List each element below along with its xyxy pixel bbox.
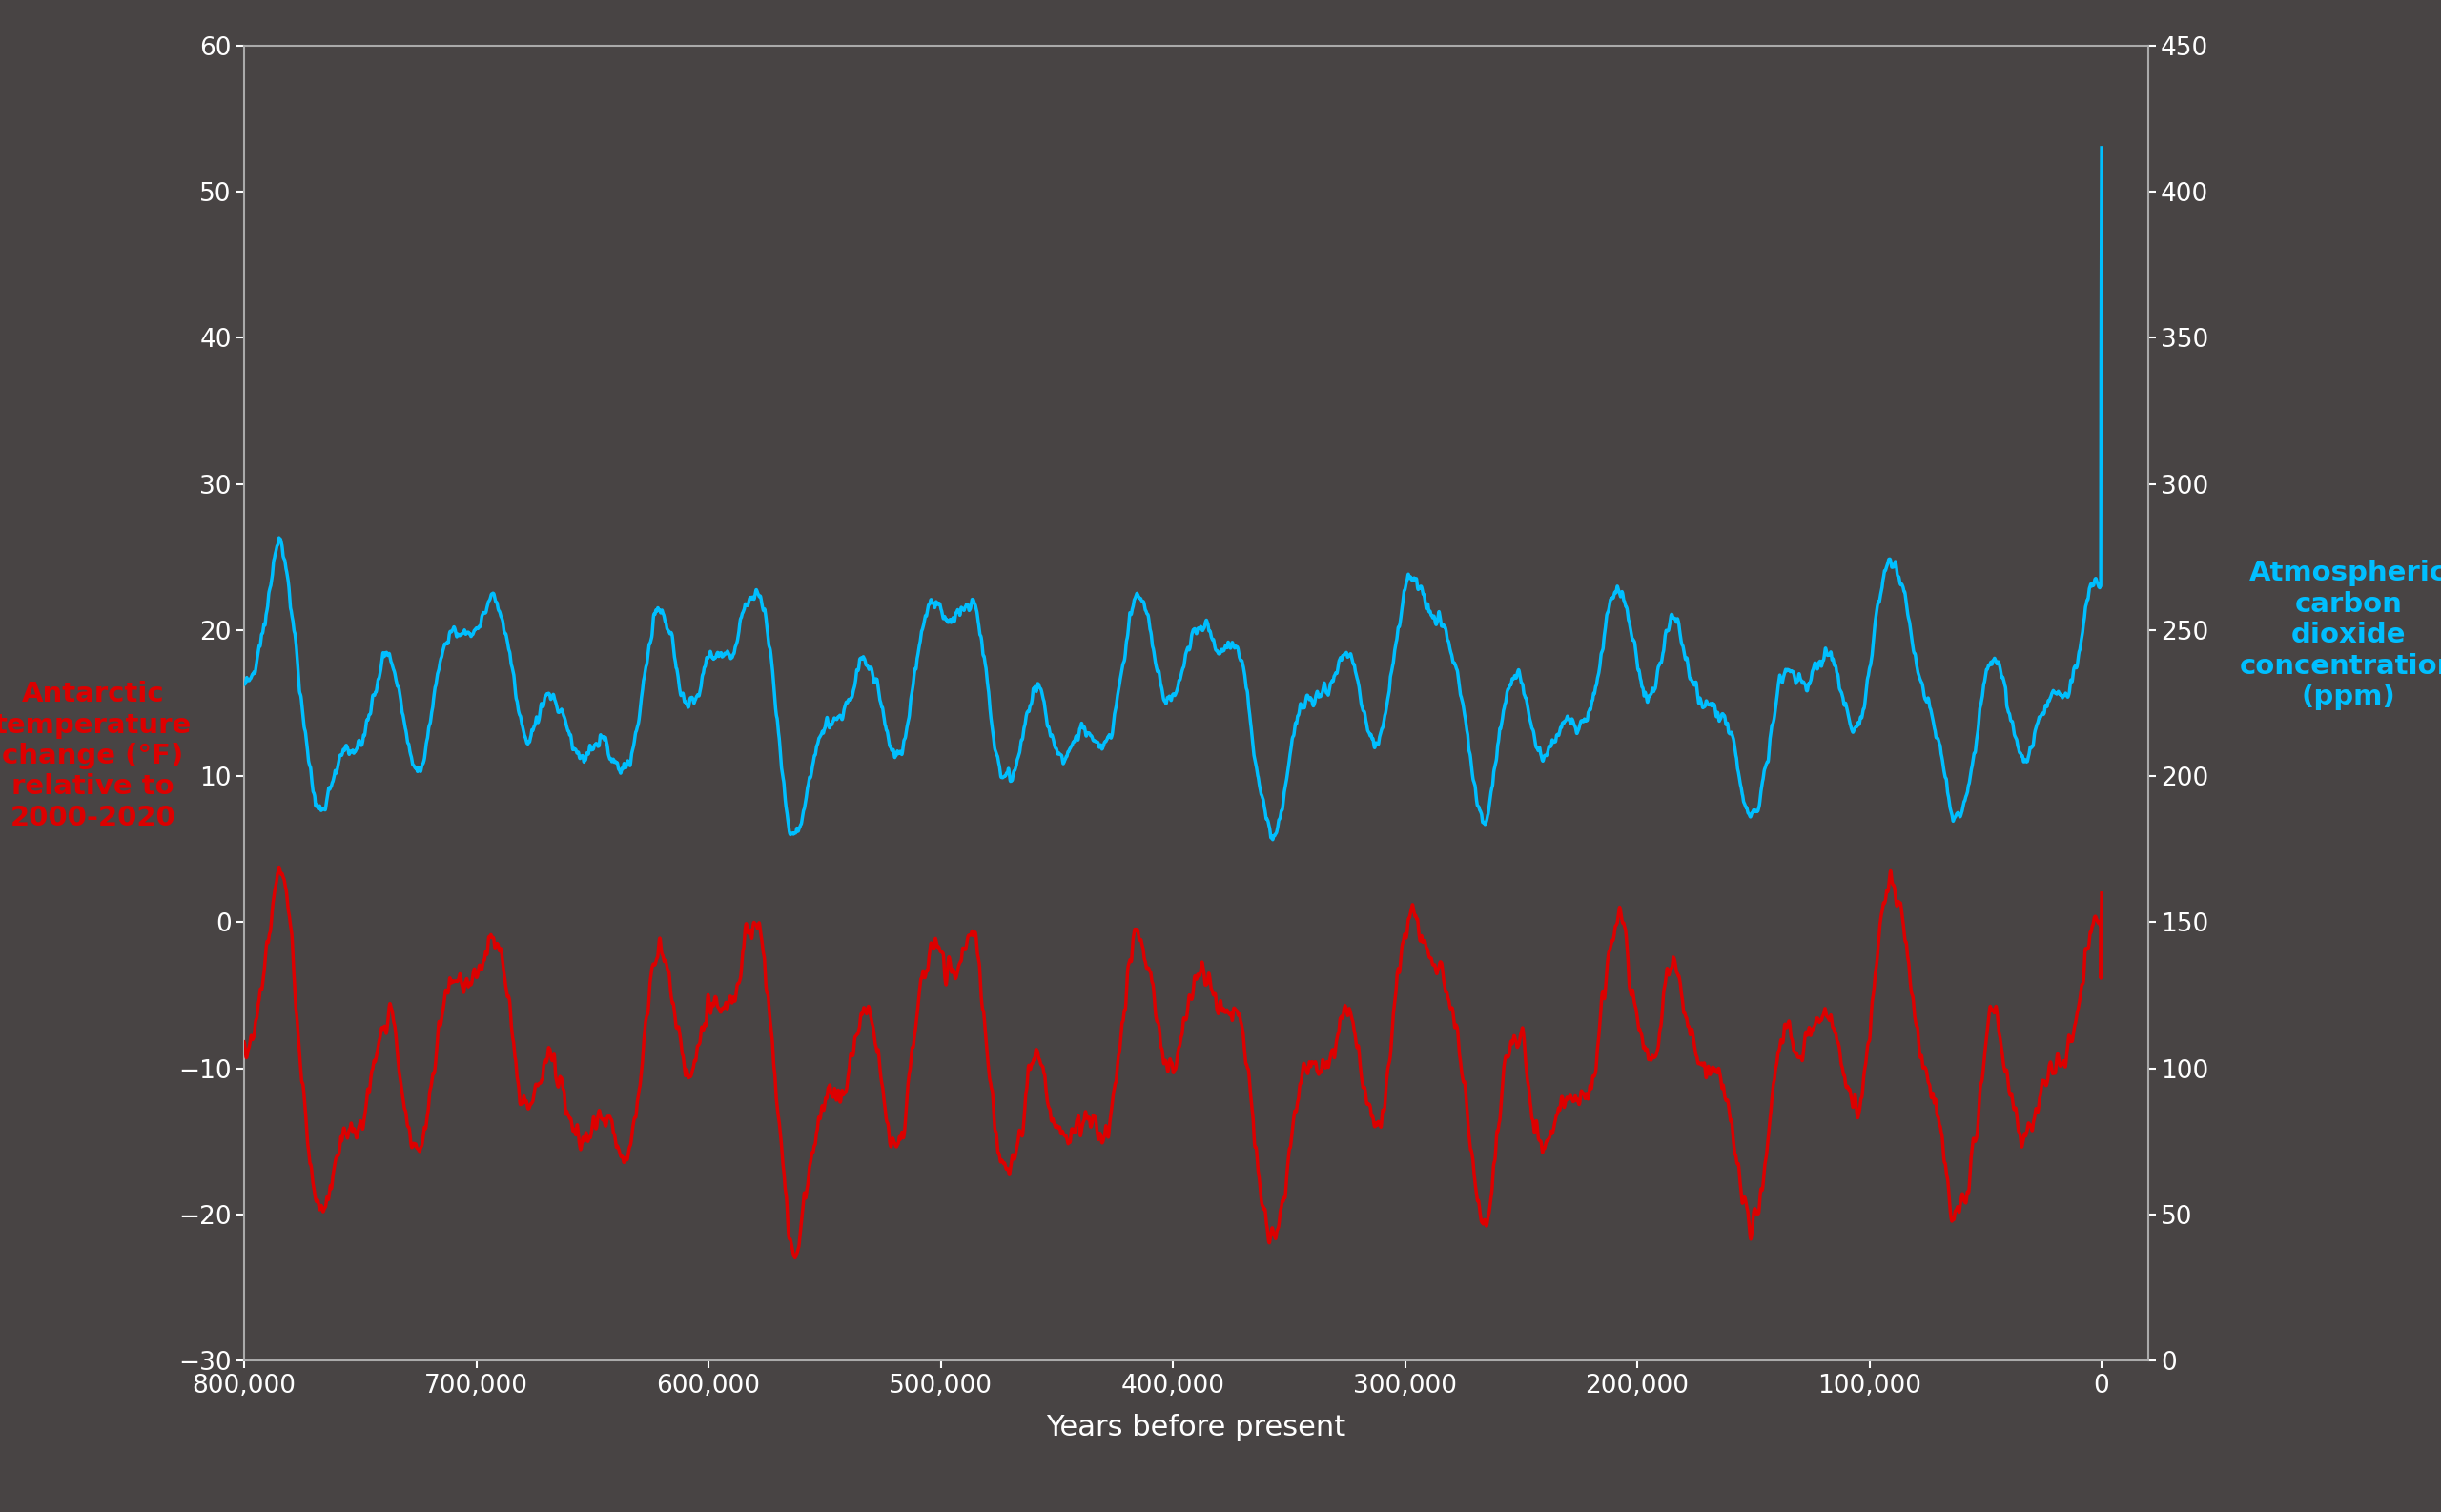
Text: Antarctic
temperature
change (°F)
relative to
2000-2020: Antarctic temperature change (°F) relati… xyxy=(0,680,190,832)
Text: Atmospheric
carbon
dioxide
concentration
(ppm): Atmospheric carbon dioxide concentration… xyxy=(2238,559,2441,711)
X-axis label: Years before present: Years before present xyxy=(1047,1414,1345,1442)
